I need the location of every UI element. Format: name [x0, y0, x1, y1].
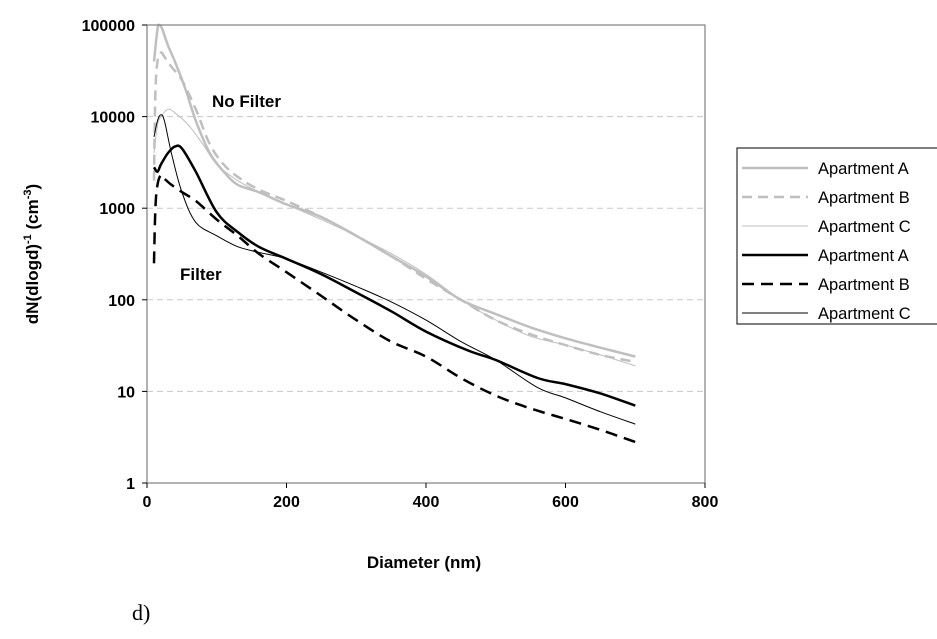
- legend-label: Apartment C: [818, 218, 911, 236]
- legend-label: Apartment A: [818, 247, 909, 265]
- legend-label: Apartment B: [818, 276, 910, 294]
- y-axis-title: dN(dlogd)-1 (cm-3): [22, 184, 42, 324]
- series-line-5: [152, 173, 636, 444]
- figure-caption: d): [132, 600, 150, 625]
- y-tick-label: 10000: [91, 110, 136, 127]
- y-tick-label: 1000: [99, 201, 135, 218]
- legend-label: Apartment B: [818, 189, 910, 207]
- y-tick-label: 10: [117, 384, 135, 401]
- x-tick-label: 600: [552, 494, 579, 511]
- y-tick-label: 100: [108, 293, 135, 310]
- x-tick-labels: 0 200 400 600 800: [143, 483, 719, 511]
- series-line-1: [152, 23, 636, 358]
- legend-label: Apartment A: [818, 160, 909, 178]
- annotation-filter: Filter: [180, 265, 222, 284]
- x-axis-title: Diameter (nm): [367, 553, 481, 572]
- series-line-6: [153, 114, 636, 425]
- annotation-no-filter: No Filter: [212, 92, 281, 111]
- legend-frame: [736, 147, 937, 325]
- y-tick-label: 100000: [82, 18, 135, 35]
- series-lines: [152, 23, 636, 444]
- x-tick-label: 400: [413, 494, 440, 511]
- x-tick-label: 800: [692, 494, 719, 511]
- series-line-4: [152, 144, 636, 407]
- legend: Apartment A Apartment B Apartment C Apartme…: [736, 147, 937, 325]
- series-line-3: [153, 108, 636, 367]
- grid-lines: [147, 116, 705, 392]
- y-tick-labels: 1 10 100 1000 10000 100000: [82, 18, 147, 493]
- x-tick-label: 0: [143, 494, 152, 511]
- y-tick-label: 1: [126, 476, 135, 493]
- x-tick-label: 200: [273, 494, 300, 511]
- legend-label: Apartment C: [818, 305, 911, 323]
